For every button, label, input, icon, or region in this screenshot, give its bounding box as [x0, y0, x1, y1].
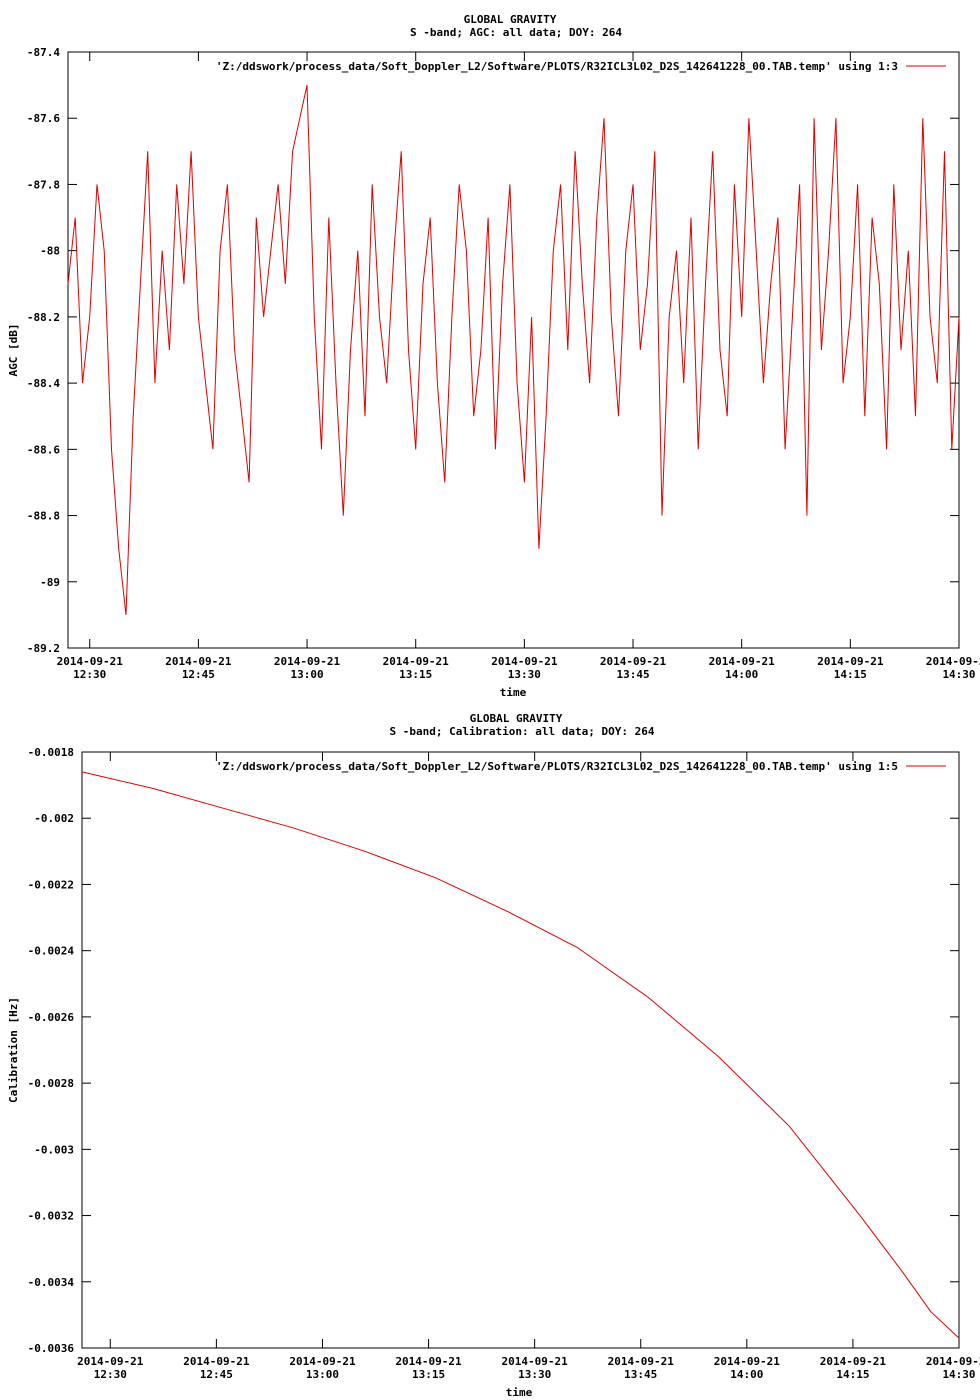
x-tick-label-time: 13:30	[508, 668, 541, 681]
y-tick-label: -0.003	[34, 1143, 74, 1156]
x-tick-label-date: 2014-09-21	[600, 655, 667, 668]
chart-1: GLOBAL GRAVITY S -band; AGC: all data; D…	[7, 13, 980, 699]
chart-2-series-calibration	[81, 771, 960, 1339]
y-tick-label: -0.0028	[28, 1077, 74, 1090]
chart-2-x-axis: 2014-09-2112:302014-09-2112:452014-09-21…	[77, 752, 980, 1381]
x-tick-label-time: 12:30	[73, 668, 106, 681]
y-tick-label: -0.0022	[28, 878, 74, 891]
chart-1-legend-label: 'Z:/ddswork/process_data/Soft_Doppler_L2…	[216, 60, 898, 73]
x-tick-label-time: 13:00	[306, 1368, 339, 1381]
x-tick-label-time: 14:15	[834, 668, 867, 681]
y-tick-label: -88.4	[27, 377, 60, 390]
chart-1-plot-frame	[67, 51, 960, 649]
x-tick-label-time: 14:30	[942, 1368, 975, 1381]
y-tick-label: -88.2	[27, 311, 60, 324]
x-tick-label-time: 13:00	[290, 668, 323, 681]
x-tick-label-date: 2014-09-21	[709, 655, 776, 668]
chart-2-legend: 'Z:/ddswork/process_data/Soft_Doppler_L2…	[216, 760, 946, 773]
x-tick-label-time: 14:00	[730, 1368, 763, 1381]
x-tick-label-date: 2014-09-21	[926, 655, 980, 668]
chart-1-series-agc	[67, 84, 960, 615]
y-tick-label: -0.0036	[28, 1342, 75, 1355]
x-tick-label-date: 2014-09-21	[714, 1355, 781, 1368]
x-tick-label-time: 13:30	[518, 1368, 551, 1381]
y-tick-label: -88.6	[27, 443, 60, 456]
y-tick-label: -88	[40, 245, 60, 258]
chart-1-legend: 'Z:/ddswork/process_data/Soft_Doppler_L2…	[216, 60, 946, 73]
chart-2-y-axis: -0.0018 -0.002 -0.0022 -0.0024 -0.0026 -0.002…	[28, 746, 959, 1355]
x-tick-label-date: 2014-09-21	[274, 655, 341, 668]
y-tick-label: -0.0018	[28, 746, 74, 759]
x-tick-label-date: 2014-09-21	[289, 1355, 356, 1368]
x-tick-label-date: 2014-09-21	[817, 655, 884, 668]
x-tick-label-date: 2014-09-21	[165, 655, 232, 668]
y-tick-label: -89.2	[27, 642, 60, 655]
x-tick-label-date: 2014-09-21	[608, 1355, 675, 1368]
x-tick-label-time: 14:30	[942, 668, 975, 681]
y-tick-label: -0.0034	[28, 1276, 75, 1289]
chart-2: GLOBAL GRAVITY S -band; Calibration: all…	[7, 712, 980, 1399]
y-tick-label: -0.0032	[28, 1210, 74, 1223]
chart-2-plot-frame	[81, 751, 960, 1349]
x-tick-label-date: 2014-09-21	[183, 1355, 250, 1368]
x-tick-label-time: 12:30	[94, 1368, 127, 1381]
x-tick-label-time: 13:15	[412, 1368, 445, 1381]
x-tick-label-time: 12:45	[200, 1368, 233, 1381]
chart-1-x-axis-label: time	[500, 686, 527, 699]
y-tick-label: -0.0024	[28, 945, 75, 958]
y-tick-label: -89	[40, 576, 60, 589]
chart-1-y-axis-label: AGC [dB]	[7, 324, 20, 377]
x-tick-label-date: 2014-09-21	[57, 655, 124, 668]
x-tick-label-date: 2014-09-21	[926, 1355, 980, 1368]
x-tick-label-time: 13:15	[399, 668, 432, 681]
y-tick-label: -87.8	[27, 178, 60, 191]
x-tick-label-date: 2014-09-21	[502, 1355, 569, 1368]
x-tick-label-date: 2014-09-21	[820, 1355, 887, 1368]
y-tick-label: -0.002	[34, 812, 74, 825]
x-tick-label-date: 2014-09-21	[383, 655, 450, 668]
x-tick-label-time: 13:45	[616, 668, 649, 681]
x-tick-label-date: 2014-09-21	[491, 655, 558, 668]
x-tick-label-time: 12:45	[182, 668, 215, 681]
y-tick-label: -0.0026	[28, 1011, 75, 1024]
x-tick-label-date: 2014-09-21	[77, 1355, 144, 1368]
x-tick-label-time: 13:45	[624, 1368, 657, 1381]
y-tick-label: -87.4	[27, 46, 60, 59]
x-tick-label-time: 14:00	[725, 668, 758, 681]
y-tick-label: -87.6	[27, 112, 60, 125]
chart-1-x-axis: 2014-09-2112:302014-09-2112:452014-09-21…	[57, 52, 980, 681]
x-tick-label-date: 2014-09-21	[395, 1355, 462, 1368]
chart-2-legend-label: 'Z:/ddswork/process_data/Soft_Doppler_L2…	[216, 760, 898, 773]
chart-2-title: GLOBAL GRAVITY	[470, 712, 563, 725]
y-tick-label: -88.8	[27, 510, 60, 523]
x-tick-label-time: 14:15	[836, 1368, 869, 1381]
chart-2-subtitle: S -band; Calibration: all data; DOY: 264	[390, 725, 655, 738]
chart-1-y-axis: -87.4 -87.6 -87.8 -88 -88.2 -88.4 -88.6 -88.8 -8…	[27, 46, 959, 655]
chart-2-y-axis-label: Calibration [Hz]	[7, 997, 20, 1103]
chart-1-title: GLOBAL GRAVITY	[464, 13, 557, 26]
chart-2-x-axis-label: time	[506, 1386, 533, 1399]
chart-1-subtitle: S -band; AGC: all data; DOY: 264	[410, 26, 622, 39]
